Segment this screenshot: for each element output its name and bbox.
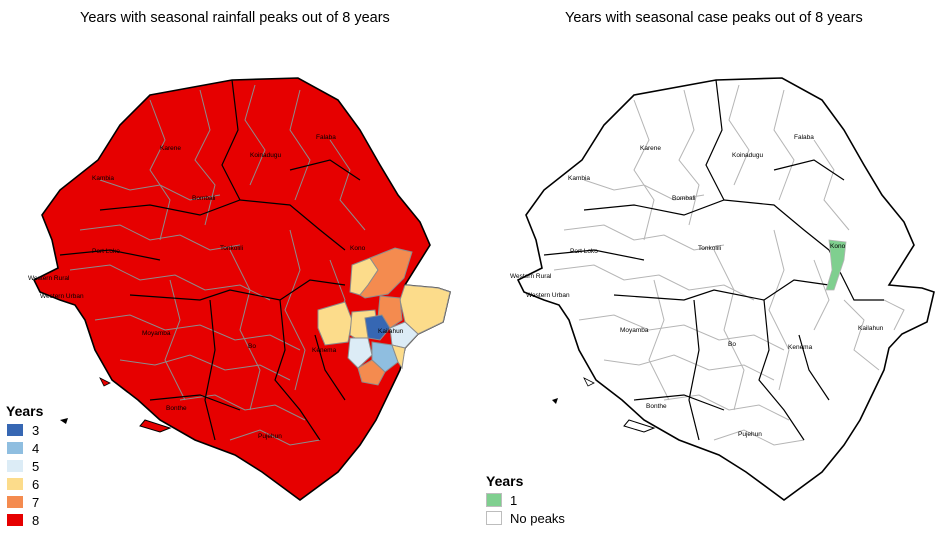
chiefdom-3: [364, 314, 391, 341]
district-label-bo: Bo: [728, 341, 736, 348]
chiefdom-1: [825, 239, 847, 291]
island: [99, 377, 111, 387]
district-label-falaba: Falaba: [794, 134, 814, 141]
district-label-koinadugu: Koinadugu: [732, 152, 763, 159]
left-legend: Years 3 4 5 6 7 8: [6, 403, 43, 529]
district-label-kenema: Kenema: [312, 347, 337, 354]
district-label-falaba: Falaba: [316, 134, 336, 141]
district-label-kambia: Kambia: [92, 175, 114, 182]
district-label-moyamba: Moyamba: [142, 330, 171, 337]
chiefdom-7: [357, 359, 386, 386]
left-legend-label: 4: [32, 440, 40, 456]
district-label-bombali: Bombali: [672, 195, 695, 202]
right-legend-item: 1: [486, 491, 565, 509]
left-legend-swatch: [6, 477, 24, 491]
right-legend-label: 1: [510, 492, 518, 508]
district-label-kailahun: Kailahun: [378, 328, 404, 335]
right-map-title: Years with seasonal case peaks out of 8 …: [565, 10, 863, 26]
chiefdom-7: [359, 247, 413, 299]
district-boundaries: [59, 79, 361, 441]
district-label-koinadugu: Koinadugu: [250, 152, 281, 159]
left-legend-swatch: [6, 513, 24, 527]
district-label-bombali: Bombali: [192, 195, 215, 202]
left-legend-item: 3: [6, 421, 43, 439]
left-legend-label: 7: [32, 494, 40, 510]
chiefdom-boundaries: [553, 84, 905, 446]
left-legend-items: 3 4 5 6 7 8: [6, 421, 43, 529]
eastern-chiefdoms: [317, 247, 451, 386]
left-legend-swatch: [6, 495, 24, 509]
district-label-tonkolili: Tonkolili: [698, 245, 721, 252]
district-label-port-loko: Port Loko: [92, 248, 120, 255]
left-legend-label: 5: [32, 458, 40, 474]
district-label-kenema: Kenema: [788, 344, 813, 351]
district-label-pujehun: Pujehun: [258, 433, 282, 440]
left-legend-label: 8: [32, 512, 40, 528]
district-label-karene: Karene: [160, 145, 181, 152]
district-label-karene: Karene: [640, 145, 661, 152]
district-label-kailahun: Kailahun: [858, 325, 884, 332]
right-legend-swatch: [486, 511, 502, 525]
district-label-bonthe: Bonthe: [166, 405, 187, 412]
chiefdom-5: [389, 321, 419, 349]
island: [623, 419, 656, 433]
right-legend-swatch: [486, 493, 502, 507]
right-legend-label: No peaks: [510, 510, 565, 526]
district-label-tonkolili: Tonkolili: [220, 245, 243, 252]
chiefdom-5: [347, 337, 373, 369]
district-label-western-rural: Western Rural: [28, 275, 70, 282]
left-legend-item: 8: [6, 511, 43, 529]
district-label-kono: Kono: [350, 245, 366, 252]
left-district-labels: Falaba Karene Koinadugu Kambia Bombali P…: [28, 134, 404, 440]
left-legend-item: 7: [6, 493, 43, 511]
district-label-port-loko: Port Loko: [570, 248, 598, 255]
chiefdom-4: [371, 341, 399, 373]
chiefdom-6: [317, 301, 353, 346]
left-legend-title: Years: [6, 403, 44, 419]
left-legend-item: 4: [6, 439, 43, 457]
left-map-title: Years with seasonal rainfall peaks out o…: [80, 10, 390, 26]
district-label-bo: Bo: [248, 343, 256, 350]
district-label-moyamba: Moyamba: [620, 327, 649, 334]
left-legend-swatch: [6, 423, 24, 437]
district-label-bonthe: Bonthe: [646, 403, 667, 410]
right-legend-item: No peaks: [486, 509, 565, 527]
district-label-kono: Kono: [830, 243, 846, 250]
country-outline: [517, 77, 935, 501]
rainfall-peaks-map: Falaba Karene Koinadugu Kambia Bombali P…: [28, 77, 451, 501]
island: [583, 377, 595, 387]
left-legend-label: 6: [32, 476, 40, 492]
right-legend-title: Years: [486, 473, 524, 489]
case-peaks-map: Falaba Karene Koinadugu Kambia Bombali P…: [510, 77, 935, 501]
district-label-western-urban: Western Urban: [526, 292, 570, 299]
chiefdom-6: [391, 344, 406, 370]
island: [552, 398, 558, 404]
island: [139, 419, 172, 433]
district-label-western-rural: Western Rural: [510, 273, 552, 280]
district-label-western-urban: Western Urban: [40, 293, 84, 300]
right-legend-items: 1 No peaks: [486, 491, 565, 527]
left-legend-swatch: [6, 441, 24, 455]
left-legend-item: 5: [6, 457, 43, 475]
right-district-labels: Falaba Karene Koinadugu Kambia Bombali P…: [510, 134, 884, 438]
left-legend-item: 6: [6, 475, 43, 493]
district-label-pujehun: Pujehun: [738, 431, 762, 438]
district-label-kambia: Kambia: [568, 175, 590, 182]
island: [60, 418, 68, 424]
district-boundaries: [543, 79, 884, 441]
left-legend-label: 3: [32, 422, 40, 438]
left-legend-swatch: [6, 459, 24, 473]
right-legend: Years 1 No peaks: [486, 473, 565, 527]
